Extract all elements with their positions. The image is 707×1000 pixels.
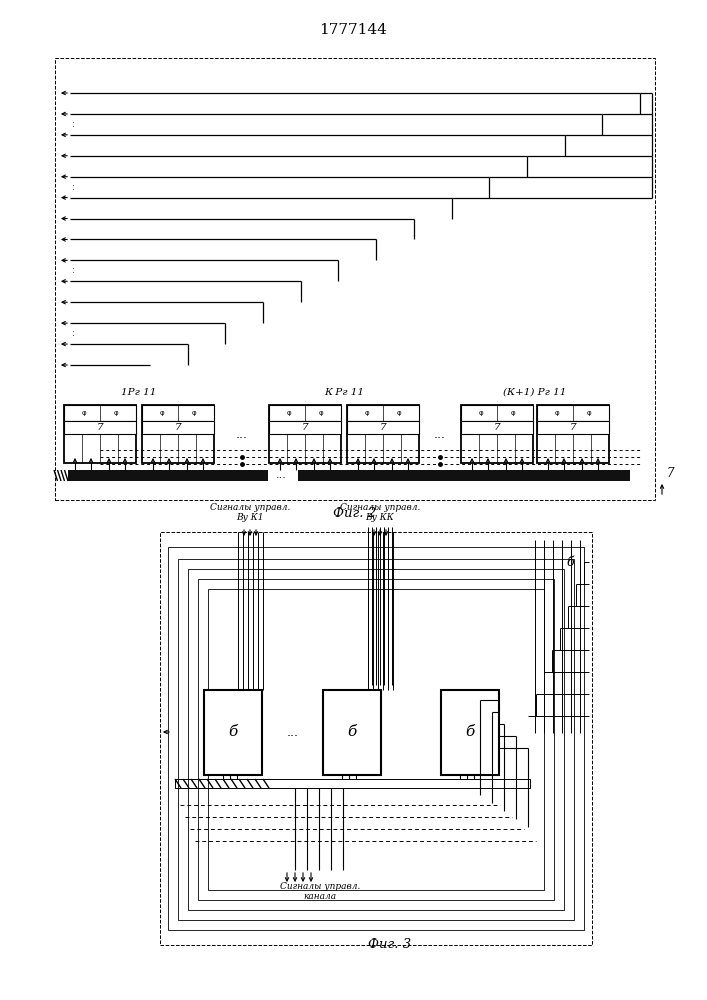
Text: φ: φ: [510, 410, 515, 416]
Text: 7: 7: [570, 423, 576, 432]
Text: φ: φ: [397, 410, 402, 416]
Text: 1Рг 11: 1Рг 11: [122, 388, 157, 397]
Bar: [461, 405, 533, 463]
Text: б: б: [465, 726, 474, 740]
Bar: [208, 589, 544, 890]
Text: φ: φ: [82, 410, 86, 416]
Text: :: :: [72, 329, 75, 338]
Text: :: :: [72, 183, 75, 192]
Bar: [269, 405, 341, 421]
Bar: [537, 405, 609, 463]
Bar: [204, 690, 262, 775]
Bar: [347, 405, 419, 463]
Text: Сигналы управл.
Ву КК: Сигналы управл. Ву КК: [340, 503, 420, 522]
Text: φ: φ: [192, 410, 197, 416]
Text: 1777144: 1777144: [319, 23, 387, 37]
Text: φ: φ: [160, 410, 164, 416]
Bar: [175, 779, 530, 788]
Bar: [298, 470, 630, 481]
Text: ...: ...: [434, 428, 446, 440]
Bar: [347, 405, 419, 421]
Bar: [142, 421, 214, 434]
Text: Фиг. 2: Фиг. 2: [334, 507, 377, 520]
Bar: [347, 421, 419, 434]
Text: φ: φ: [319, 410, 323, 416]
Text: φ: φ: [555, 410, 559, 416]
Text: 7: 7: [380, 423, 386, 432]
Bar: [537, 405, 609, 421]
Bar: [323, 690, 381, 775]
Bar: [64, 421, 136, 434]
Bar: [461, 405, 533, 421]
Text: φ: φ: [286, 410, 291, 416]
Text: 7: 7: [175, 423, 181, 432]
Text: б: б: [566, 556, 574, 568]
Text: φ: φ: [365, 410, 369, 416]
Text: φ: φ: [479, 410, 484, 416]
Text: б: б: [347, 726, 356, 740]
Text: К Рг 11: К Рг 11: [324, 388, 364, 397]
Bar: [178, 559, 574, 920]
Text: 7: 7: [493, 423, 501, 432]
Bar: [55, 58, 655, 500]
Text: ...: ...: [276, 471, 286, 481]
Bar: [68, 470, 268, 481]
Text: ...: ...: [236, 428, 248, 440]
Bar: [441, 690, 499, 775]
Bar: [269, 421, 341, 434]
Text: φ: φ: [587, 410, 591, 416]
Text: 7: 7: [302, 423, 308, 432]
Text: 7: 7: [97, 423, 103, 432]
Text: ...: ...: [287, 726, 299, 739]
Bar: [142, 405, 214, 463]
Bar: [168, 547, 584, 930]
Bar: [64, 405, 136, 421]
Bar: [198, 579, 554, 900]
Bar: [142, 405, 214, 421]
Bar: [188, 569, 564, 910]
Text: Сигналы управл.
канала: Сигналы управл. канала: [280, 882, 360, 901]
Bar: [160, 532, 592, 945]
Bar: [461, 421, 533, 434]
Bar: [537, 421, 609, 434]
Bar: [269, 405, 341, 463]
Text: :: :: [72, 120, 75, 129]
Text: :: :: [72, 266, 75, 275]
Text: Фиг. 3: Фиг. 3: [368, 938, 411, 951]
Text: φ: φ: [114, 410, 118, 416]
Text: (К+1) Рг 11: (К+1) Рг 11: [503, 388, 567, 397]
Text: б: б: [228, 726, 238, 740]
Bar: [64, 405, 136, 463]
Text: Сигналы управл.
Ву К1: Сигналы управл. Ву К1: [210, 503, 290, 522]
Text: 7: 7: [667, 467, 674, 480]
